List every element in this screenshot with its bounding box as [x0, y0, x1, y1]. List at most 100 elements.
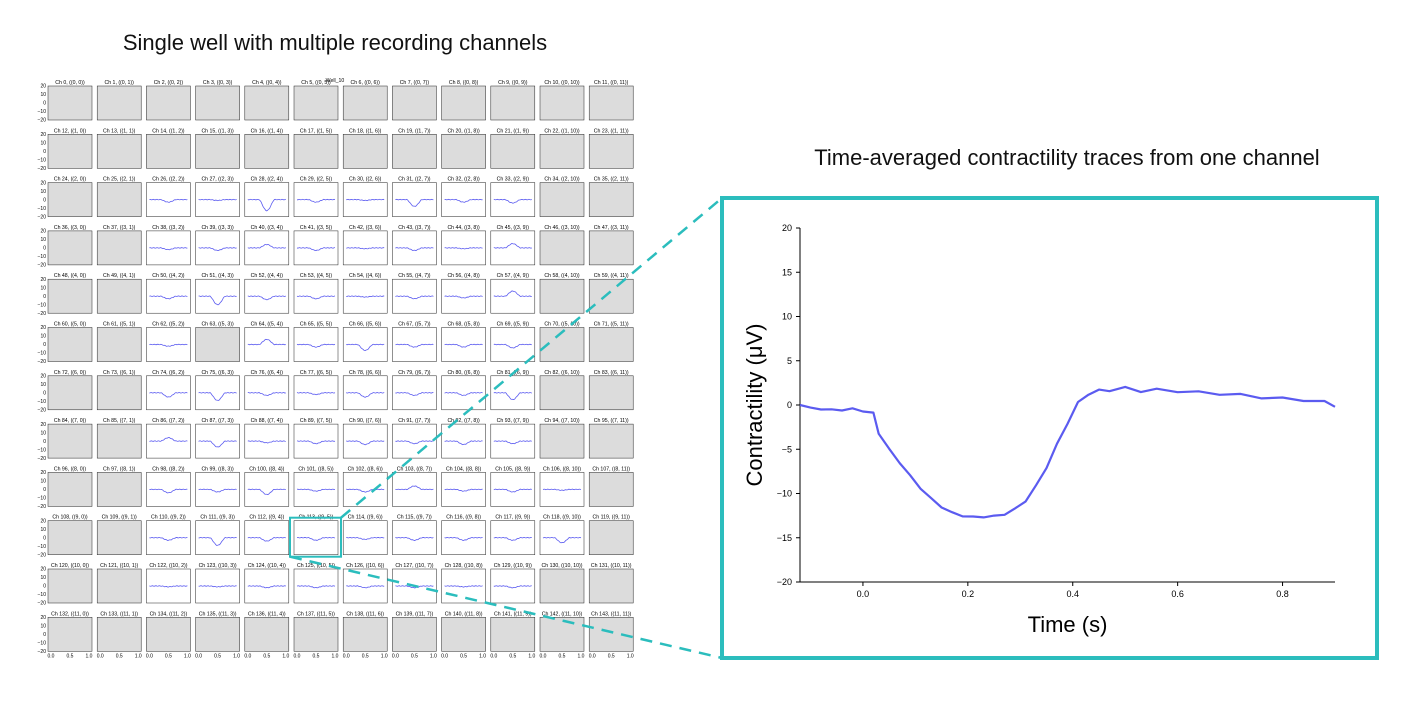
panel-title: Ch 77, ((6, 5)) — [300, 370, 333, 376]
x-tick-label: 0.5 — [411, 653, 418, 659]
panel-title: Ch 117, ((9, 9)) — [495, 515, 530, 521]
channel-panel: Ch 136, ((11, 4)) 0.0 0.5 1.0 — [244, 611, 289, 659]
panel-frame — [96, 230, 142, 266]
panel-frame — [441, 134, 486, 169]
panel-title: Ch 47, ((3, 11)) — [594, 225, 629, 231]
panel-title: Ch 126, ((10, 6)) — [346, 563, 384, 569]
panel-title: Ch 75, ((6, 3)) — [201, 370, 234, 376]
panel-title: Ch 57, ((4, 9)) — [497, 273, 530, 279]
panel-title: Ch 100, ((8, 4)) — [249, 466, 284, 472]
panel-title: Ch 29, ((2, 5)) — [300, 177, 333, 183]
y-tick-label: −10 — [38, 254, 47, 260]
y-tick-label: 0 — [43, 487, 46, 493]
channel-panel: Ch 50, ((4, 2)) — [146, 273, 191, 314]
channel-panel: Ch 69, ((5, 9)) — [490, 322, 536, 362]
channel-panel: Ch 112, ((9, 4)) — [244, 515, 290, 555]
channel-trace — [149, 392, 188, 398]
panel-title: Ch 89, ((7, 5)) — [300, 418, 333, 424]
channel-panel: Ch 130, ((10, 10)) — [539, 563, 585, 604]
channel-trace — [247, 585, 286, 589]
panel-title: Ch 30, ((2, 6)) — [349, 177, 382, 183]
panel-title: Ch 122, ((10, 2)) — [149, 563, 187, 569]
channel-panel: Ch 83, ((6, 11)) — [588, 370, 634, 411]
panel-title: Ch 136, ((11, 4)) — [248, 611, 286, 617]
channel-trace — [198, 440, 237, 448]
panel-title: Ch 32, ((2, 8)) — [447, 177, 480, 183]
panel-title: Ch 25, ((2, 1)) — [103, 177, 136, 183]
panel-title: Ch 9, ((0, 9)) — [498, 80, 528, 86]
channel-trace — [149, 488, 188, 494]
channel-panel: Ch 16, ((1, 4)) — [244, 128, 290, 169]
channel-panel: Ch 87, ((7, 3)) — [195, 418, 240, 459]
y-tick-label: −20 — [38, 601, 47, 607]
channel-panel: Ch 123, ((10, 3)) — [195, 563, 240, 604]
y-tick-label: −20 — [38, 214, 47, 220]
y-tick-label: 10 — [40, 479, 46, 485]
panel-frame — [146, 617, 191, 652]
channel-panel: Ch 9, ((0, 9)) — [490, 80, 536, 121]
panel-title: Ch 94, ((7, 10)) — [544, 418, 579, 424]
panel-title: Ch 23, ((1, 11)) — [594, 128, 629, 134]
x-tick-label: 0.5 — [214, 653, 221, 659]
channel-panel: Ch 95, ((7, 11)) — [588, 418, 634, 459]
channel-panel: Ch 116, ((9, 8)) — [441, 515, 486, 555]
channel-trace — [198, 247, 237, 252]
channel-trace — [198, 198, 237, 202]
panel-title: Ch 12, ((1, 0)) — [54, 128, 87, 134]
channel-panel: Ch 46, ((3, 10)) — [539, 225, 585, 266]
x-tick-label: 0.5 — [460, 653, 467, 659]
channel-panel: Ch 68, ((5, 8)) — [441, 322, 486, 362]
x-tick-label: 0.5 — [559, 653, 566, 659]
panel-title: Ch 114, ((9, 6)) — [348, 515, 383, 521]
panel-frame — [244, 85, 290, 121]
panel-title: Ch 67, ((5, 7)) — [398, 322, 431, 328]
panel-title: Ch 54, ((4, 6)) — [349, 273, 382, 279]
x-tick-label: 0.0 — [589, 653, 596, 659]
panel-title: Ch 68, ((5, 8)) — [447, 322, 480, 328]
channel-panel: Ch 138, ((11, 6)) 0.0 0.5 1.0 — [343, 611, 388, 659]
channel-trace — [297, 198, 336, 203]
channel-panel: Ch 93, ((7, 9)) — [490, 418, 536, 459]
channel-panel: Ch 31, ((2, 7)) — [392, 177, 437, 217]
channel-trace — [247, 488, 286, 495]
panel-title: Ch 130, ((10, 10)) — [542, 563, 583, 569]
channel-panel: Ch 17, ((1, 5)) — [293, 128, 339, 169]
channel-panel: Ch 92, ((7, 8)) — [441, 418, 486, 459]
panel-title: Ch 116, ((9, 8)) — [446, 515, 481, 521]
channel-panel: Ch 37, ((3, 1)) — [96, 225, 142, 266]
y-tick-label: 20 — [40, 84, 46, 90]
channel-panel: Ch 33, ((2, 9)) — [490, 177, 536, 217]
x-tick-label: 0.5 — [313, 653, 320, 659]
x-tick-label: 0.0 — [294, 653, 301, 659]
panel-title: Ch 121, ((10, 1)) — [100, 563, 138, 569]
panel-title: Ch 138, ((11, 6)) — [346, 611, 384, 617]
x-tick-label: 1.0 — [627, 653, 634, 659]
y-tick-label: −10 — [38, 592, 47, 598]
y-tick-label: 10 — [40, 334, 46, 340]
panel-frame — [342, 617, 388, 652]
left-figure-title: Single well with multiple recording chan… — [122, 30, 548, 55]
channel-trace — [493, 440, 532, 445]
panel-title: Ch 38, ((3, 2)) — [152, 225, 185, 231]
channel-panel: Ch 2, ((0, 2)) — [146, 80, 191, 121]
panel-title: Ch 101, ((8, 5)) — [298, 466, 333, 472]
channel-panel: Ch 109, ((9, 1)) — [96, 515, 142, 555]
channel-panel: Ch 141, ((11, 9)) 0.0 0.5 1.0 — [490, 611, 535, 659]
panel-title: Ch 88, ((7, 4)) — [251, 418, 284, 424]
y-tick-label: 20 — [40, 374, 46, 380]
panel-title: Ch 40, ((3, 4)) — [251, 225, 284, 231]
panel-frame — [588, 182, 634, 217]
panel-frame — [392, 617, 437, 652]
channel-trace — [444, 488, 483, 492]
y-tick-label: 10 — [40, 141, 46, 147]
channel-panel: Ch 57, ((4, 9)) — [490, 273, 536, 314]
channel-trace — [346, 343, 385, 352]
panel-title: Ch 4, ((0, 4)) — [252, 80, 282, 86]
channel-panel: Ch 134, ((11, 2)) 0.0 0.5 1.0 — [146, 611, 191, 659]
panel-title: Ch 49, ((4, 1)) — [103, 273, 136, 279]
x-tick-label: 0.5 — [165, 653, 172, 659]
y-tick-label: −20 — [38, 118, 47, 124]
y-tick-label: 20 — [40, 325, 46, 331]
x-tick-label: 0.0 — [97, 653, 104, 659]
panel-frame — [441, 617, 486, 652]
